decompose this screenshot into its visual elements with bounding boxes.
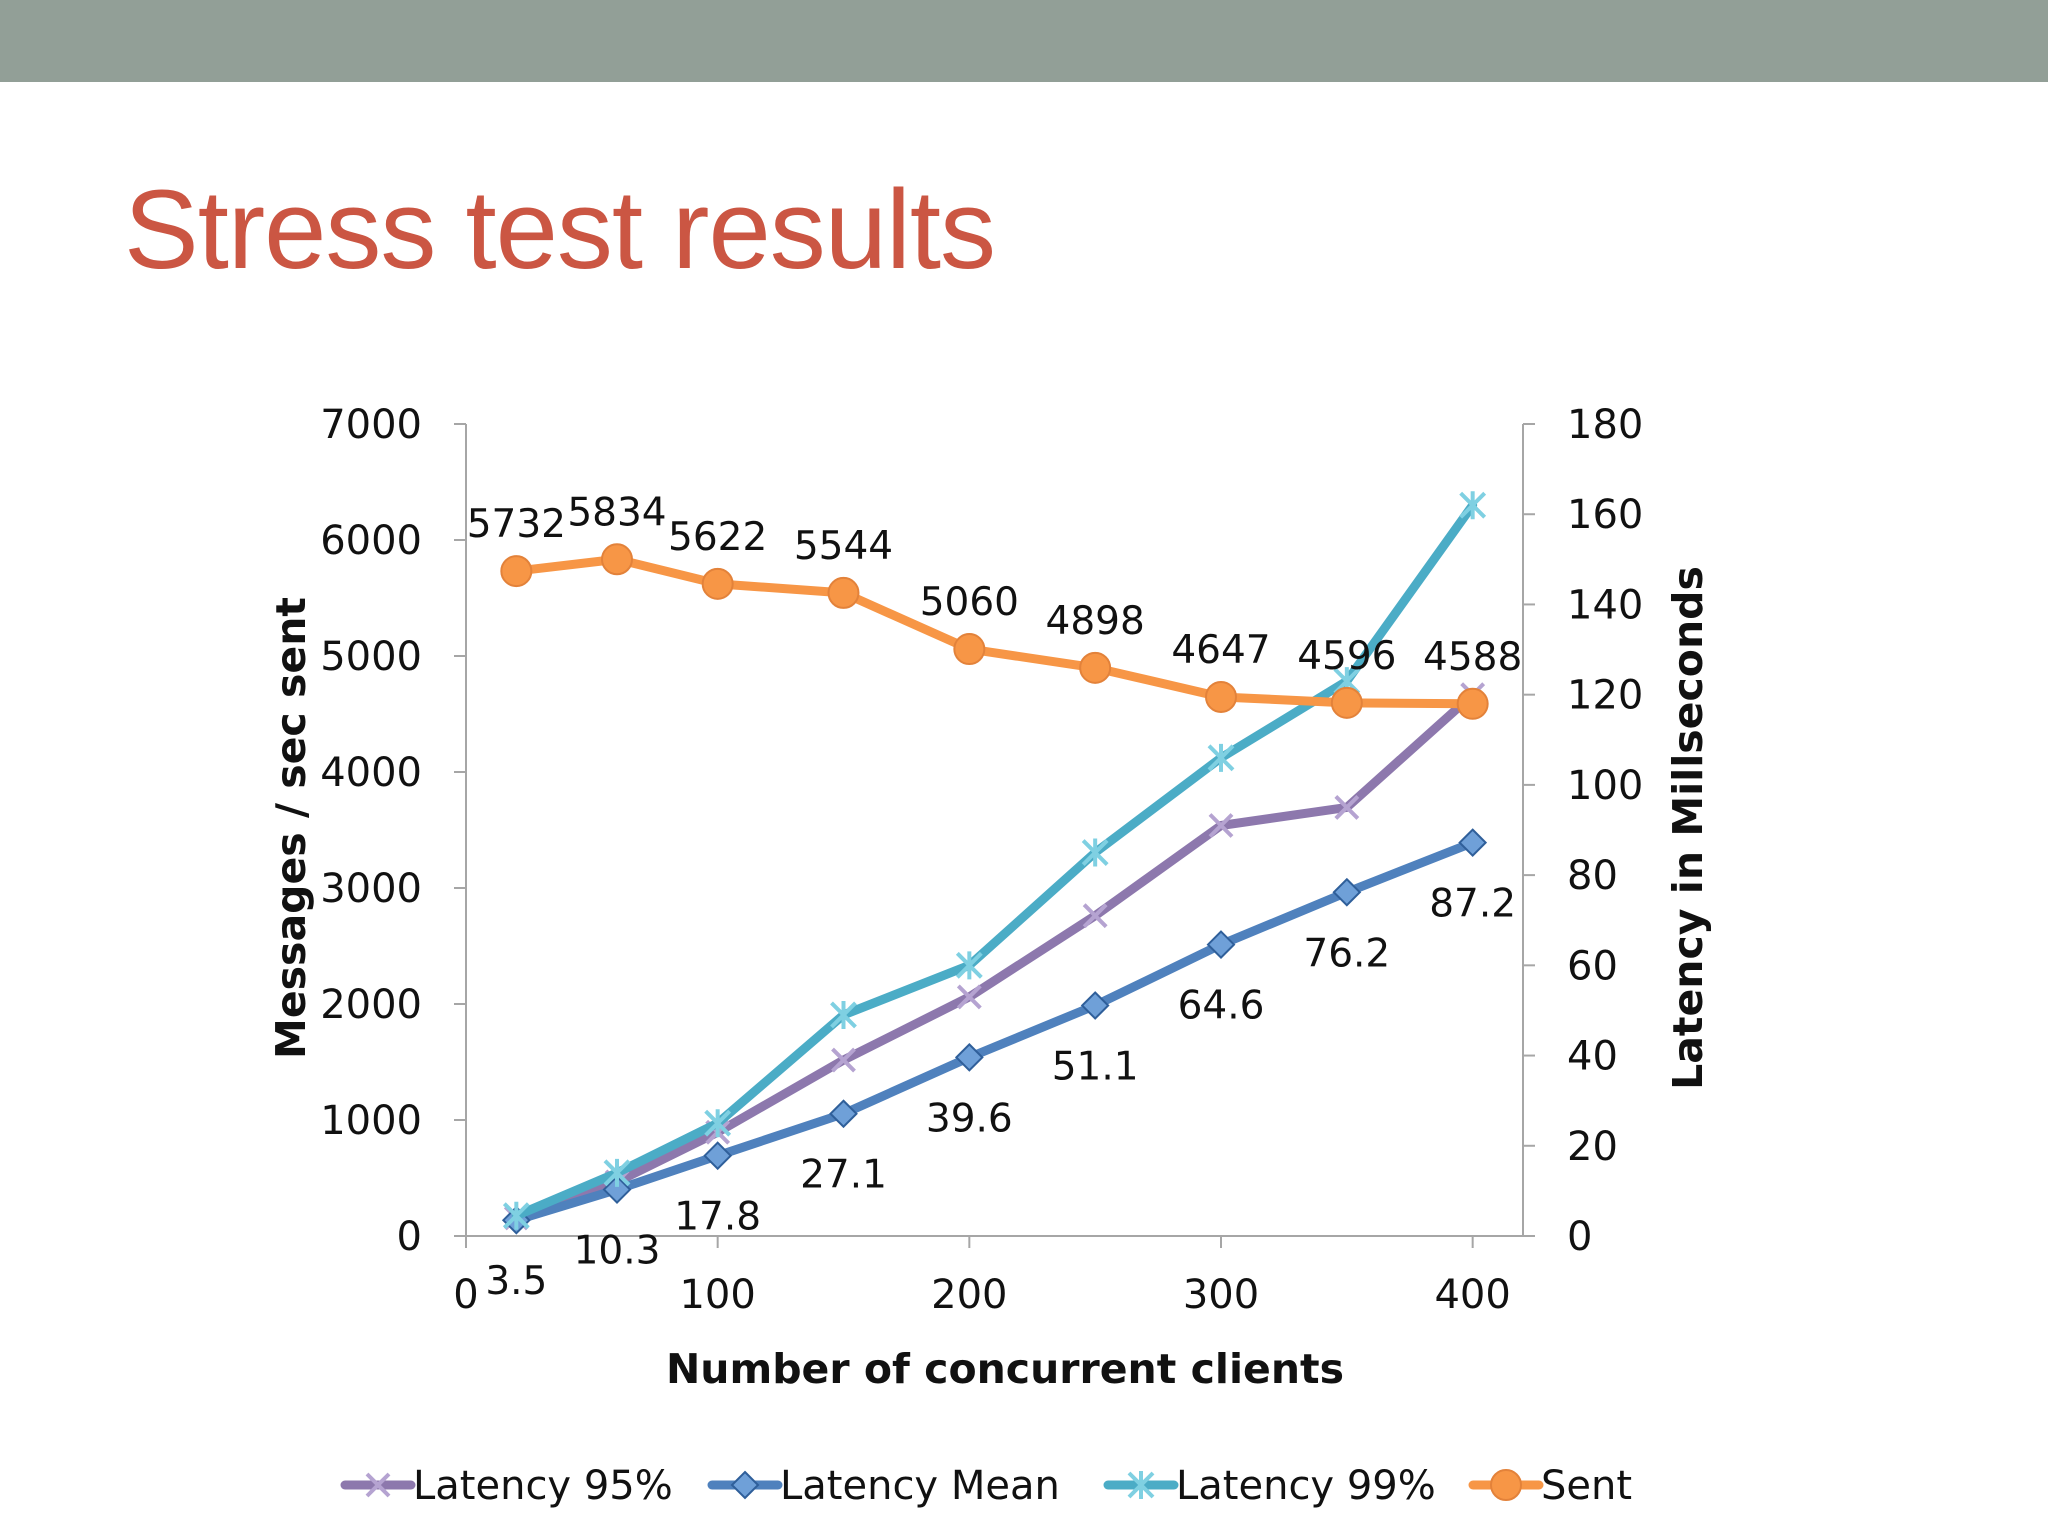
point-latency-95 <box>831 1047 856 1073</box>
point-sent <box>701 567 734 600</box>
chart-series <box>500 491 1489 1235</box>
point-latency-99 <box>1459 491 1487 520</box>
point-latency-99 <box>830 1000 857 1029</box>
point-sent <box>601 543 633 576</box>
point-latency-mean <box>703 1141 733 1171</box>
series-latency-mean <box>501 828 1488 1235</box>
y-right-tick-label: 180 <box>1567 402 1643 448</box>
point-latency-99 <box>603 1158 631 1187</box>
legend-label-sent: Sent <box>1541 1463 1632 1509</box>
point-latency-95 <box>1334 795 1360 820</box>
legend-marker-sent <box>1490 1469 1522 1501</box>
y-left-tick-label: 1000 <box>320 1098 422 1144</box>
y-left-tick-label: 0 <box>397 1214 422 1260</box>
top-bar <box>0 0 2048 82</box>
chart-axes: 0100020003000400050006000700002040608010… <box>320 402 1643 1318</box>
point-latency-99 <box>1081 838 1109 867</box>
point-latency-mean <box>1206 930 1236 959</box>
legend-label-latency-mean: Latency Mean <box>780 1463 1060 1509</box>
data-label-sent: 4647 <box>1171 628 1270 673</box>
point-latency-mean <box>829 1099 858 1129</box>
point-sent <box>1079 651 1112 684</box>
y-axis-right-title: Latency in Millseconds <box>1664 566 1712 1090</box>
legend-marker-latency-mean <box>730 1470 760 1500</box>
y-left-tick-label: 2000 <box>320 982 422 1028</box>
y-left-tick-label: 3000 <box>320 866 422 912</box>
point-latency-mean <box>1458 828 1488 858</box>
y-left-tick-label: 5000 <box>320 634 422 680</box>
y-left-tick-label: 6000 <box>320 518 422 564</box>
data-label-sent: 5834 <box>567 490 666 535</box>
x-tick-label: 200 <box>931 1272 1007 1318</box>
data-label-sent: 4588 <box>1423 635 1522 680</box>
legend-item-latency-99: Latency 99% <box>1103 1463 1436 1509</box>
point-latency-99 <box>1207 743 1235 772</box>
point-latency-mean <box>602 1175 632 1204</box>
x-tick-label: 0 <box>453 1272 478 1318</box>
data-label-latency-mean: 27.1 <box>800 1153 887 1198</box>
y-right-tick-label: 20 <box>1567 1124 1618 1170</box>
data-label-sent: 4596 <box>1297 634 1396 679</box>
point-sent <box>953 633 986 666</box>
data-label-sent: 5622 <box>668 515 767 560</box>
x-tick-label: 100 <box>679 1272 755 1318</box>
data-label-sent: 4898 <box>1046 599 1145 644</box>
point-latency-99 <box>502 1201 530 1230</box>
point-latency-mean <box>1332 877 1362 907</box>
y-right-tick-label: 0 <box>1567 1214 1592 1260</box>
data-label-latency-mean: 17.8 <box>674 1195 761 1240</box>
data-label-latency-mean: 39.6 <box>926 1096 1013 1141</box>
data-label-latency-mean: 3.5 <box>485 1259 547 1304</box>
data-label-latency-mean: 76.2 <box>1303 931 1390 976</box>
data-label-latency-mean: 51.1 <box>1052 1044 1139 1089</box>
legend-marker-latency-95 <box>365 1472 391 1498</box>
y-right-tick-label: 80 <box>1567 853 1618 899</box>
slide-title: Stress test results <box>124 167 996 292</box>
point-sent <box>1456 687 1489 720</box>
point-sent <box>827 576 860 609</box>
point-sent <box>1330 686 1363 719</box>
legend: Latency 95% Latency Mean Latency 99% Sent <box>340 1463 1632 1509</box>
y-right-tick-label: 40 <box>1567 1034 1618 1080</box>
data-label-latency-mean: 64.6 <box>1178 984 1265 1029</box>
data-label-sent: 5544 <box>794 524 893 569</box>
point-latency-mean <box>1080 991 1110 1020</box>
y-left-tick-label: 4000 <box>320 750 422 796</box>
legend-item-latency-mean: Latency Mean <box>707 1463 1060 1509</box>
x-tick-label: 300 <box>1183 1272 1259 1318</box>
legend-label-latency-99: Latency 99% <box>1176 1463 1436 1509</box>
data-label-latency-mean: 10.3 <box>574 1229 661 1274</box>
point-latency-95 <box>1082 903 1108 929</box>
legend-marker-latency-99 <box>1127 1471 1155 1499</box>
series-sent <box>500 543 1489 720</box>
data-label-latency-mean: 87.2 <box>1429 882 1516 927</box>
y-left-tick-label: 7000 <box>320 402 422 448</box>
legend-label-latency-95: Latency 95% <box>413 1463 673 1509</box>
point-latency-95 <box>956 984 982 1010</box>
point-latency-mean <box>954 1042 984 1072</box>
y-axis-left-title: Messages / sec sent <box>267 597 315 1059</box>
point-sent <box>1205 680 1237 713</box>
y-right-tick-label: 160 <box>1567 492 1643 538</box>
data-label-sent: 5732 <box>467 502 566 547</box>
y-right-tick-label: 60 <box>1567 943 1618 989</box>
point-latency-95 <box>1208 813 1234 838</box>
legend-item-latency-95: Latency 95% <box>340 1463 673 1509</box>
x-axis-title: Number of concurrent clients <box>666 1345 1344 1393</box>
y-right-tick-label: 140 <box>1567 582 1643 628</box>
y-right-tick-label: 100 <box>1567 763 1643 809</box>
point-latency-99 <box>704 1109 732 1138</box>
x-tick-label: 400 <box>1434 1272 1510 1318</box>
point-sent <box>500 555 533 588</box>
y-right-tick-label: 120 <box>1567 673 1643 719</box>
series-latency-99 <box>502 491 1487 1230</box>
legend-item-sent: Sent <box>1468 1463 1632 1509</box>
data-label-sent: 5060 <box>920 580 1019 625</box>
point-latency-99 <box>955 951 983 980</box>
